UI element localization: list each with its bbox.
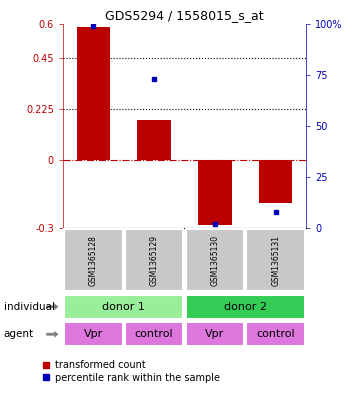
- Bar: [198, 160, 231, 224]
- Bar: [186, 322, 244, 347]
- Text: agent: agent: [4, 329, 34, 340]
- Title: GDS5294 / 1558015_s_at: GDS5294 / 1558015_s_at: [105, 9, 264, 22]
- Bar: [125, 229, 183, 292]
- Text: Vpr: Vpr: [205, 329, 225, 340]
- Bar: [64, 295, 183, 319]
- Text: donor 2: donor 2: [224, 302, 267, 312]
- Text: GSM1365128: GSM1365128: [89, 235, 98, 286]
- Text: GSM1365130: GSM1365130: [210, 235, 219, 286]
- Bar: [247, 229, 305, 292]
- Text: donor 1: donor 1: [102, 302, 145, 312]
- Bar: [77, 27, 110, 160]
- Bar: [247, 322, 305, 347]
- Text: control: control: [256, 329, 295, 340]
- Text: Vpr: Vpr: [84, 329, 103, 340]
- Bar: [259, 160, 292, 203]
- Bar: [186, 295, 305, 319]
- Bar: [64, 229, 122, 292]
- Bar: [64, 322, 122, 347]
- Text: control: control: [135, 329, 174, 340]
- Bar: [138, 120, 171, 160]
- Legend: transformed count, percentile rank within the sample: transformed count, percentile rank withi…: [39, 356, 224, 387]
- Bar: [125, 322, 183, 347]
- Text: GSM1365129: GSM1365129: [150, 235, 159, 286]
- Bar: [186, 229, 244, 292]
- Text: individual: individual: [4, 302, 55, 312]
- Text: GSM1365131: GSM1365131: [271, 235, 280, 286]
